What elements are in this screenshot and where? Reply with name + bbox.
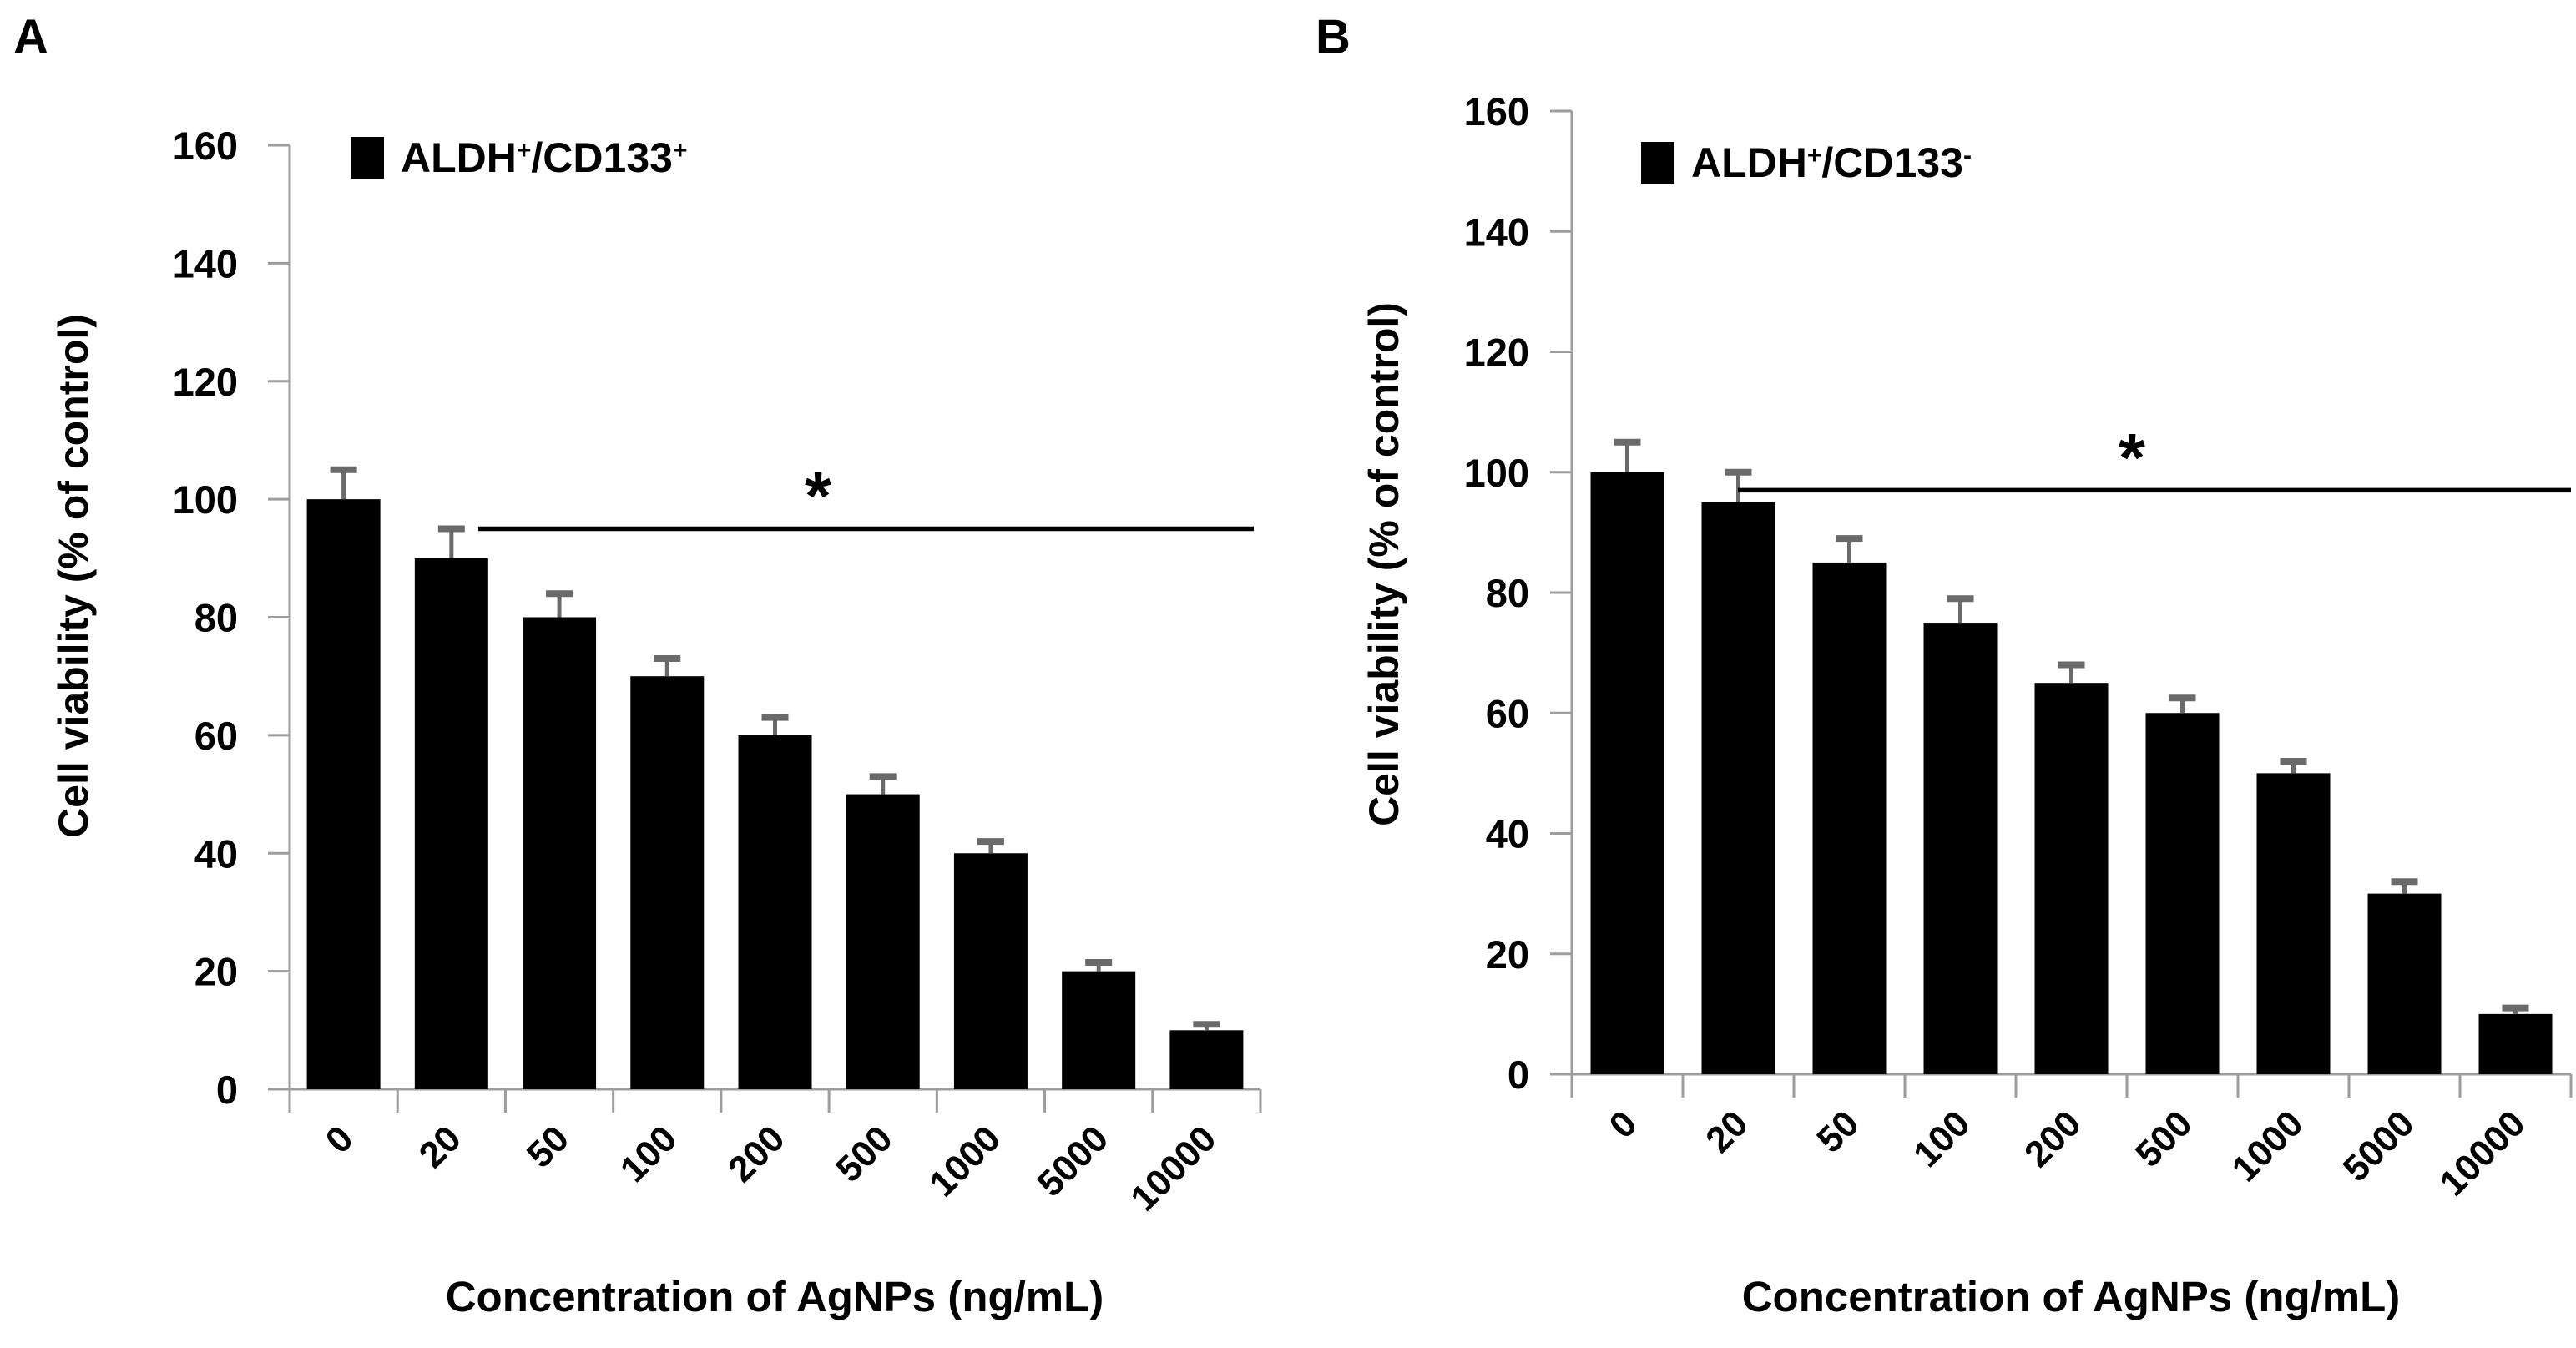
x-tick-label: 100 [1906, 1103, 1978, 1175]
x-tick-label: 20 [1698, 1103, 1755, 1160]
y-tick-label: 160 [173, 124, 238, 168]
panel-a-legend: ALDH+/CD133+ [351, 137, 687, 179]
panel-a-letter: A [13, 10, 48, 64]
y-tick-label: 140 [1464, 210, 1529, 254]
bar-10000 [2478, 1013, 2553, 1074]
legend-sup1: + [516, 137, 532, 165]
bar-100 [1923, 623, 1998, 1074]
bar-20 [1701, 502, 1775, 1074]
x-tick-label: 200 [2017, 1103, 2089, 1175]
y-tick-label: 20 [1486, 932, 1529, 977]
legend-base1: ALDH [401, 134, 517, 181]
x-tick-label: 100 [613, 1118, 685, 1190]
x-tick-label: 50 [519, 1118, 577, 1175]
bar-20 [414, 558, 488, 1089]
bar-500 [846, 794, 920, 1089]
panel-a-y-axis-title: Cell viability (% of control) [50, 314, 97, 838]
y-tick-label: 0 [1508, 1053, 1529, 1097]
x-tick-label: 50 [1809, 1103, 1866, 1160]
bar-10000 [1169, 1030, 1244, 1089]
bar-1000 [953, 853, 1028, 1089]
x-tick-label: 500 [2128, 1103, 2200, 1175]
bar-200 [738, 735, 812, 1089]
panel-a-x-axis-title: Concentration of AgNPs (ng/mL) [445, 1273, 1104, 1320]
x-tick-label: 1000 [2225, 1103, 2311, 1189]
legend-label: ALDH+/CD133+ [401, 137, 687, 179]
bar-5000 [2367, 893, 2442, 1074]
y-tick-label: 40 [194, 831, 238, 876]
x-tick-label: 500 [828, 1118, 901, 1190]
y-tick-label: 40 [1486, 812, 1529, 856]
significance-asterisk: * [2119, 420, 2145, 496]
panel-b-legend: ALDH+/CD133- [1641, 142, 1972, 184]
legend-base2: /CD133 [531, 134, 673, 181]
panel-b-y-axis-title: Cell viability (% of control) [1361, 302, 1407, 826]
legend-swatch [351, 137, 384, 179]
bar-5000 [1062, 971, 1136, 1089]
legend-sup2: - [1962, 142, 1972, 170]
panel-b-x-axis-title: Concentration of AgNPs (ng/mL) [1741, 1273, 2401, 1320]
y-tick-label: 60 [194, 714, 238, 758]
x-tick-label: 20 [412, 1118, 469, 1175]
bar-200 [2034, 683, 2109, 1074]
y-tick-label: 140 [173, 241, 238, 285]
y-tick-label: 100 [1464, 451, 1529, 495]
legend-sup2: + [672, 137, 688, 165]
legend-base1: ALDH [1691, 139, 1807, 186]
bar-50 [523, 617, 597, 1089]
panel-b-letter: B [1316, 10, 1351, 64]
x-tick-label: 1000 [922, 1118, 1008, 1204]
significance-asterisk: * [805, 458, 831, 534]
y-tick-label: 80 [1486, 571, 1529, 615]
x-tick-label: 0 [1602, 1103, 1645, 1146]
x-tick-label: 200 [720, 1118, 793, 1190]
x-tick-label: 5000 [1029, 1118, 1116, 1204]
legend-swatch [1641, 142, 1674, 184]
y-tick-label: 100 [173, 477, 238, 522]
legend-base2: /CD133 [1821, 139, 1963, 186]
y-tick-label: 60 [1486, 691, 1529, 735]
y-tick-label: 80 [194, 596, 238, 640]
x-tick-label: 0 [318, 1118, 361, 1161]
bar-0 [306, 499, 381, 1089]
bar-1000 [2256, 773, 2331, 1074]
legend-label: ALDH+/CD133- [1691, 142, 1972, 184]
y-tick-label: 20 [194, 950, 238, 994]
x-tick-label: 10000 [2432, 1103, 2533, 1204]
legend-sup1: + [1806, 142, 1822, 170]
bar-50 [1812, 562, 1887, 1074]
y-tick-label: 0 [216, 1068, 238, 1112]
bar-0 [1590, 472, 1664, 1074]
y-tick-label: 120 [173, 360, 238, 404]
bar-500 [2145, 713, 2220, 1074]
x-tick-label: 5000 [2336, 1103, 2422, 1189]
y-tick-label: 160 [1464, 89, 1529, 134]
bar-100 [630, 676, 705, 1089]
x-tick-label: 10000 [1123, 1118, 1224, 1219]
y-tick-label: 120 [1464, 331, 1529, 375]
